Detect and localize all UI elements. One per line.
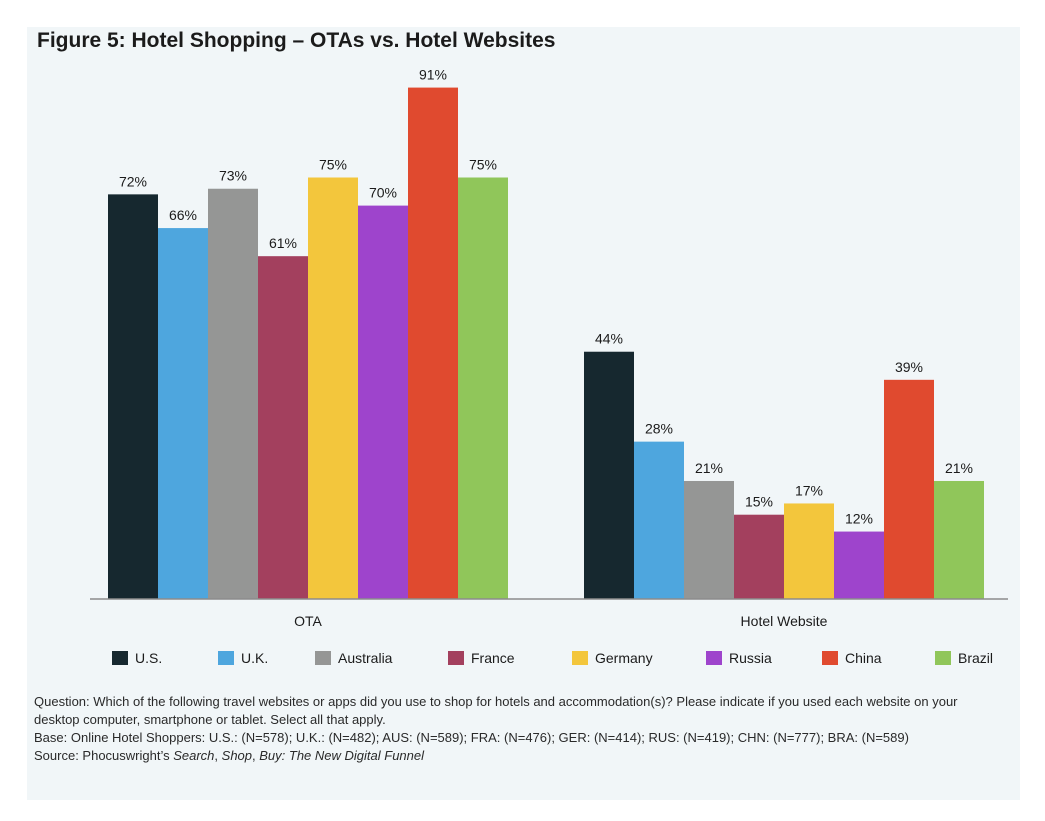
- data-label-ota-brazil: 75%: [469, 157, 497, 173]
- legend-label: China: [845, 650, 882, 666]
- legend-label: Russia: [729, 650, 772, 666]
- legend-item-china: China: [822, 650, 882, 666]
- legend-label: Australia: [338, 650, 393, 666]
- legend-item-brazil: Brazil: [935, 650, 993, 666]
- data-label-hotel-website-australia: 21%: [695, 460, 723, 476]
- data-label-hotel-website-france: 15%: [745, 494, 773, 510]
- category-labels: OTA Hotel Website: [294, 613, 828, 629]
- bar-hotel-website-u-s: [584, 351, 634, 599]
- data-label-ota-germany: 75%: [319, 157, 347, 173]
- data-label-hotel-website-russia: 12%: [845, 511, 873, 527]
- bar-ota-u-k: [158, 228, 208, 599]
- category-label-ota: OTA: [294, 613, 322, 629]
- bar-hotel-website-u-k: [634, 441, 684, 599]
- legend-swatch: [822, 651, 838, 665]
- source-title-shop: Shop: [221, 748, 253, 763]
- data-label-hotel-website-brazil: 21%: [945, 460, 973, 476]
- bar-hotel-website-germany: [784, 503, 834, 599]
- bar-ota-germany: [308, 177, 358, 599]
- legend-swatch: [315, 651, 331, 665]
- legend-swatch: [112, 651, 128, 665]
- data-label-hotel-website-china: 39%: [895, 359, 923, 375]
- data-label-ota-u-k: 66%: [169, 207, 197, 223]
- legend-label: Brazil: [958, 650, 994, 666]
- data-label-ota-australia: 73%: [219, 168, 247, 184]
- data-label-ota-russia: 70%: [369, 185, 397, 201]
- bar-hotel-website-china: [884, 379, 934, 599]
- source-title-search: Search: [173, 748, 215, 763]
- source-separator: ,: [214, 748, 222, 763]
- legend-swatch: [572, 651, 588, 665]
- legend-swatch: [448, 651, 464, 665]
- legend-item-u-k: U.K.: [218, 650, 268, 666]
- source-note: Source: Phocuswright’s Search, Shop, Buy…: [34, 747, 994, 765]
- legend-item-russia: Russia: [706, 650, 772, 666]
- bar-hotel-website-brazil: [934, 480, 984, 599]
- legend-swatch: [935, 651, 951, 665]
- bars-layer: [108, 87, 984, 600]
- labels-layer: 72% 66% 73% 61% 75% 70% 91% 75% 44% 28% 21% 15% 17% 1…: [119, 67, 973, 527]
- legend-label: U.K.: [241, 650, 269, 666]
- question-note: Question: Which of the following travel …: [34, 694, 958, 727]
- bar-ota-china: [408, 87, 458, 599]
- bar-ota-russia: [358, 205, 408, 599]
- legend-item-u-s: U.S.: [112, 650, 162, 666]
- data-label-hotel-website-germany: 17%: [795, 482, 823, 498]
- bar-ota-brazil: [458, 177, 508, 599]
- data-label-ota-u-s: 72%: [119, 173, 147, 189]
- data-label-ota-china: 91%: [419, 67, 447, 83]
- legend-swatch: [706, 651, 722, 665]
- legend: U.S. U.K. Australia France Germany Russia Chin…: [112, 650, 1012, 672]
- legend-item-australia: Australia: [315, 650, 392, 666]
- legend-label: France: [471, 650, 515, 666]
- bar-ota-france: [258, 256, 308, 599]
- bar-hotel-website-russia: [834, 531, 884, 599]
- legend-item-germany: Germany: [572, 650, 653, 666]
- bar-ota-australia: [208, 188, 258, 600]
- data-label-ota-france: 61%: [269, 235, 297, 251]
- chart-notes: Question: Which of the following travel …: [34, 693, 994, 765]
- source-title-buy: Buy: The New Digital Funnel: [259, 748, 425, 763]
- data-label-hotel-website-u-s: 44%: [595, 331, 623, 347]
- category-label-hotel-website: Hotel Website: [741, 613, 828, 629]
- chart-title: Figure 5: Hotel Shopping – OTAs vs. Hote…: [37, 29, 556, 52]
- base-note: Base: Online Hotel Shoppers: U.S.: (N=57…: [34, 730, 909, 745]
- bar-ota-u-s: [108, 194, 158, 600]
- source-prefix: Source: Phocuswright’s: [34, 748, 174, 763]
- bar-hotel-website-australia: [684, 480, 734, 599]
- bar-hotel-website-france: [734, 514, 784, 599]
- legend-label: Germany: [595, 650, 653, 666]
- source-separator: ,: [252, 748, 260, 763]
- legend-swatch: [218, 651, 234, 665]
- data-label-hotel-website-u-k: 28%: [645, 421, 673, 437]
- legend-label: U.S.: [135, 650, 163, 666]
- legend-item-france: France: [448, 650, 515, 666]
